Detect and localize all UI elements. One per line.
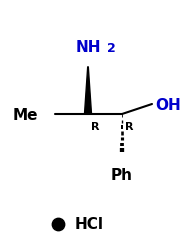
- Text: R: R: [125, 121, 134, 132]
- Text: HCl: HCl: [75, 217, 104, 232]
- Polygon shape: [85, 68, 92, 115]
- Text: R: R: [91, 121, 100, 132]
- Text: Ph: Ph: [111, 167, 133, 182]
- Text: OH: OH: [155, 97, 181, 112]
- Text: Me: Me: [13, 107, 38, 122]
- Point: [57, 222, 60, 226]
- Text: 2: 2: [107, 42, 116, 55]
- Text: NH: NH: [75, 40, 101, 55]
